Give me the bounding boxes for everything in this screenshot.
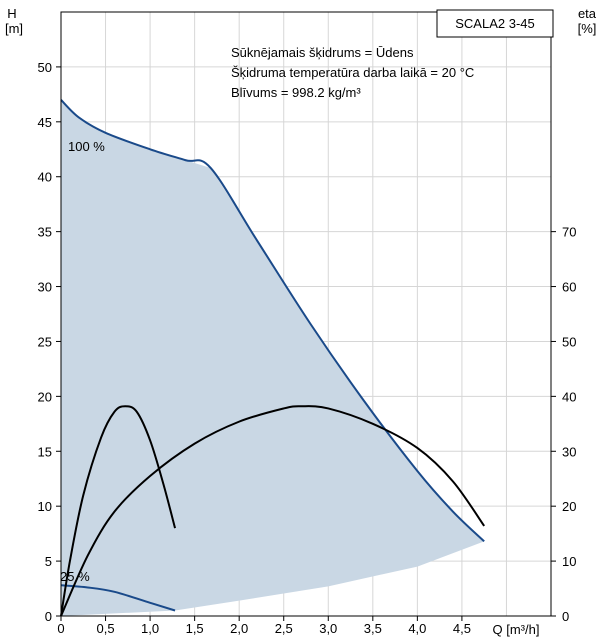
x-tick-label: 1,0 bbox=[141, 621, 159, 636]
y-right-tick-label: 20 bbox=[562, 499, 576, 514]
x-tick-label: 4,0 bbox=[408, 621, 426, 636]
y-left-tick-label: 45 bbox=[38, 115, 52, 130]
label-100-percent: 100 % bbox=[68, 139, 105, 154]
x-tick-label: 2,0 bbox=[230, 621, 248, 636]
y-left-tick-label: 5 bbox=[45, 554, 52, 569]
y-left-tick-label: 35 bbox=[38, 225, 52, 240]
envelope-area bbox=[61, 99, 485, 617]
y-left-tick-label: 50 bbox=[38, 60, 52, 75]
y-left-unit: [m] bbox=[5, 21, 23, 36]
x-axis-label: Q [m³/h] bbox=[493, 622, 540, 637]
y-right-unit: [%] bbox=[578, 21, 597, 36]
x-tick-label: 0 bbox=[57, 621, 64, 636]
efficiency-curve-2 bbox=[60, 405, 177, 617]
y-right-tick-label: 60 bbox=[562, 280, 576, 295]
y-right-tick-label: 0 bbox=[562, 609, 569, 624]
y-left-tick-label: 20 bbox=[38, 389, 52, 404]
curve-100-percent bbox=[60, 99, 485, 543]
note-density: Blīvums = 998.2 kg/m³ bbox=[231, 85, 361, 100]
y-left-tick-label: 10 bbox=[38, 499, 52, 514]
y-left-tick-label: 25 bbox=[38, 334, 52, 349]
x-tick-label: 3,0 bbox=[319, 621, 337, 636]
y-left-tick-label: 0 bbox=[45, 609, 52, 624]
title-box bbox=[436, 9, 554, 38]
y-right-tick-label: 50 bbox=[562, 334, 576, 349]
y-right-tick-label: 70 bbox=[562, 225, 576, 240]
label-25-percent: 25 % bbox=[60, 569, 90, 584]
x-tick-label: 1,5 bbox=[186, 621, 204, 636]
x-tick-label: 0,5 bbox=[97, 621, 115, 636]
y-right-symbol: eta bbox=[578, 6, 597, 21]
x-tick-label: 4,5 bbox=[453, 621, 471, 636]
chart-title: SCALA2 3-45 bbox=[455, 16, 535, 31]
y-right-tick-label: 40 bbox=[562, 389, 576, 404]
curve-25-percent bbox=[60, 584, 176, 612]
y-right-tick-label: 30 bbox=[562, 444, 576, 459]
y-left-tick-label: 30 bbox=[38, 280, 52, 295]
y-left-tick-label: 40 bbox=[38, 170, 52, 185]
note-temperature: Šķidruma temperatūra darba laikā = 20 °C bbox=[231, 65, 474, 80]
x-tick-label: 2,5 bbox=[275, 621, 293, 636]
x-tick-label: 3,5 bbox=[364, 621, 382, 636]
plot-frame bbox=[60, 11, 552, 617]
y-left-symbol: H bbox=[7, 6, 16, 21]
note-fluid: Sūknējamais šķidrums = Ūdens bbox=[231, 45, 414, 60]
efficiency-curve-1 bbox=[60, 405, 485, 617]
y-left-tick-label: 15 bbox=[38, 444, 52, 459]
y-right-tick-label: 10 bbox=[562, 554, 576, 569]
axes bbox=[56, 11, 556, 621]
series bbox=[60, 99, 485, 617]
tick-labels: 0 0,5 1,0 1,5 2,0 2,5 3,0 3,5 4,0 4,5 0 5 10 15 20 25 30… bbox=[38, 60, 577, 636]
operating-envelope bbox=[61, 99, 485, 617]
